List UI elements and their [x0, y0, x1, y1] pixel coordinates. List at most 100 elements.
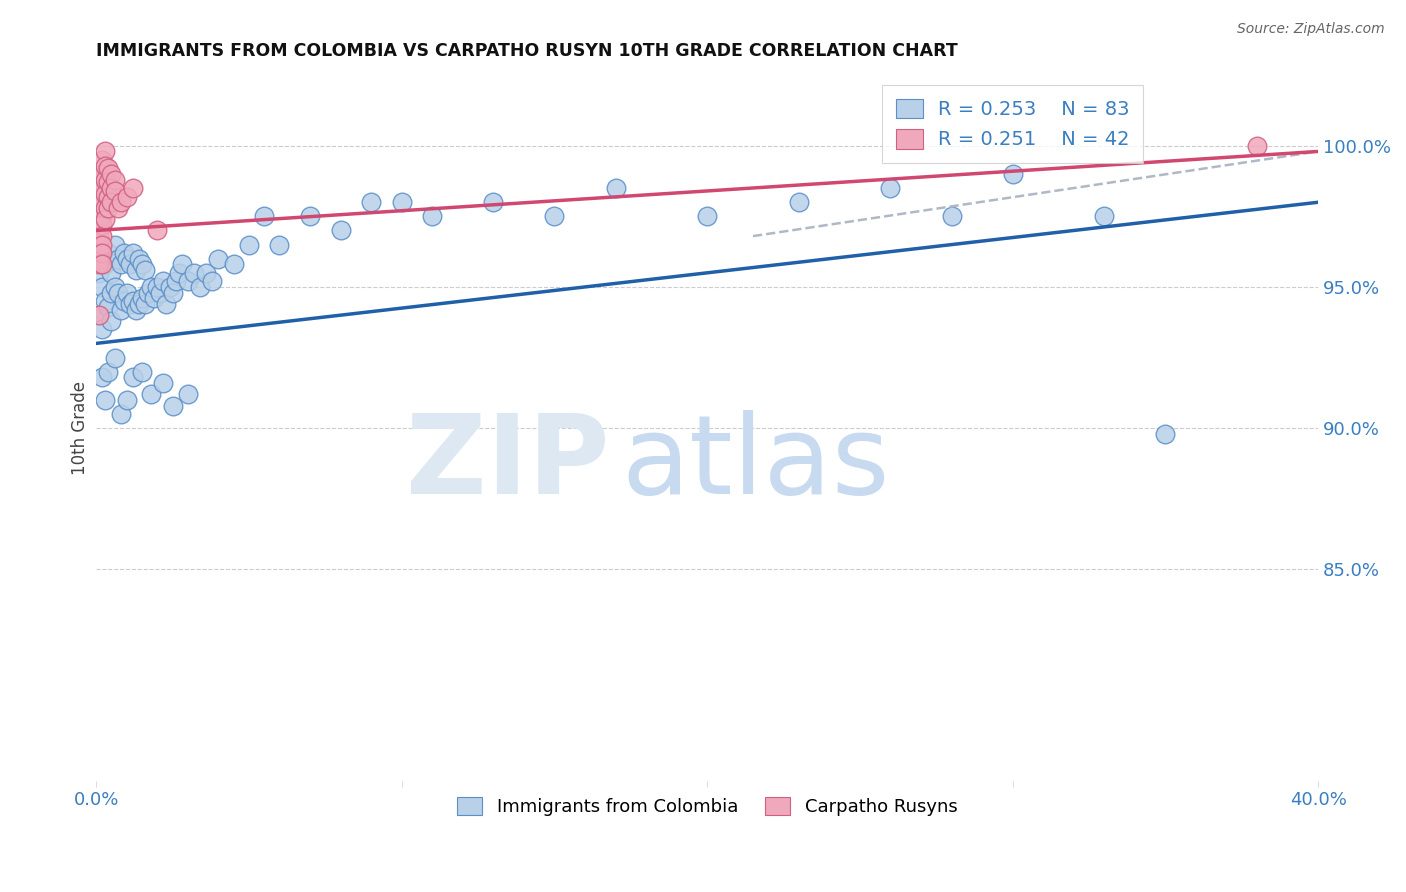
Point [787, 195, 810, 210]
Point [89, 210, 111, 224]
Point [131, 291, 153, 305]
Point [941, 210, 963, 224]
Point [89, 195, 111, 210]
Text: Source: ZipAtlas.com: Source: ZipAtlas.com [1237, 22, 1385, 37]
Point [94, 159, 117, 173]
Point [121, 294, 143, 309]
Point [110, 195, 132, 210]
Point [1001, 167, 1024, 181]
Point [110, 302, 132, 317]
Point [149, 285, 172, 300]
Point [107, 201, 129, 215]
Point [91, 280, 114, 294]
Point [91, 210, 114, 224]
Point [152, 274, 174, 288]
Y-axis label: 10th Grade: 10th Grade [72, 381, 89, 475]
Point [159, 280, 181, 294]
Point [94, 257, 117, 271]
Point [94, 201, 117, 215]
Point [89, 167, 111, 181]
Point [89, 308, 111, 322]
Point [146, 223, 169, 237]
Text: IMMIGRANTS FROM COLOMBIA VS CARPATHO RUSYN 10TH GRADE CORRELATION CHART: IMMIGRANTS FROM COLOMBIA VS CARPATHO RUS… [96, 42, 957, 60]
Point [89, 308, 111, 322]
Point [100, 195, 122, 210]
Point [103, 184, 125, 198]
Point [97, 189, 120, 203]
Point [141, 280, 163, 294]
Point [269, 237, 291, 252]
Point [97, 365, 120, 379]
Legend: Immigrants from Colombia, Carpatho Rusyns: Immigrants from Colombia, Carpatho Rusyn… [447, 788, 966, 825]
Point [103, 172, 125, 186]
Point [177, 387, 200, 401]
Point [131, 257, 153, 271]
Point [115, 189, 138, 203]
Point [134, 263, 156, 277]
Point [253, 210, 276, 224]
Point [89, 252, 111, 266]
Point [112, 246, 135, 260]
Point [121, 370, 143, 384]
Point [107, 252, 129, 266]
Point [91, 322, 114, 336]
Point [155, 297, 177, 311]
Point [482, 195, 505, 210]
Point [167, 266, 190, 280]
Point [207, 252, 229, 266]
Point [143, 291, 166, 305]
Point [141, 387, 163, 401]
Point [89, 246, 111, 260]
Point [543, 210, 565, 224]
Point [94, 294, 117, 309]
Point [97, 176, 120, 190]
Point [162, 285, 184, 300]
Point [89, 181, 111, 195]
Point [128, 252, 150, 266]
Point [605, 181, 627, 195]
Point [91, 167, 114, 181]
Point [238, 237, 260, 252]
Point [125, 263, 148, 277]
Point [103, 237, 125, 252]
Point [94, 172, 117, 186]
Point [115, 252, 138, 266]
Point [170, 257, 193, 271]
Point [1092, 210, 1115, 224]
Point [131, 365, 153, 379]
Point [118, 297, 141, 311]
Point [222, 257, 245, 271]
Point [91, 218, 114, 232]
Point [91, 181, 114, 195]
Point [100, 266, 122, 280]
Point [89, 218, 111, 232]
Point [121, 246, 143, 260]
Point [100, 285, 122, 300]
Point [91, 246, 114, 260]
Point [97, 201, 120, 215]
Point [100, 314, 122, 328]
Text: atlas: atlas [621, 410, 890, 516]
Point [97, 300, 120, 314]
Point [696, 210, 718, 224]
Point [146, 280, 169, 294]
Point [89, 229, 111, 244]
Point [360, 195, 382, 210]
Point [91, 195, 114, 210]
Point [107, 285, 129, 300]
Point [177, 274, 200, 288]
Point [91, 153, 114, 167]
Point [91, 257, 114, 271]
Point [89, 237, 111, 252]
Point [94, 392, 117, 407]
Point [100, 167, 122, 181]
Point [89, 257, 111, 271]
Point [136, 285, 159, 300]
Point [201, 274, 224, 288]
Point [110, 407, 132, 421]
Point [94, 212, 117, 227]
Point [165, 274, 187, 288]
Point [115, 392, 138, 407]
Point [97, 246, 120, 260]
Point [91, 252, 114, 266]
